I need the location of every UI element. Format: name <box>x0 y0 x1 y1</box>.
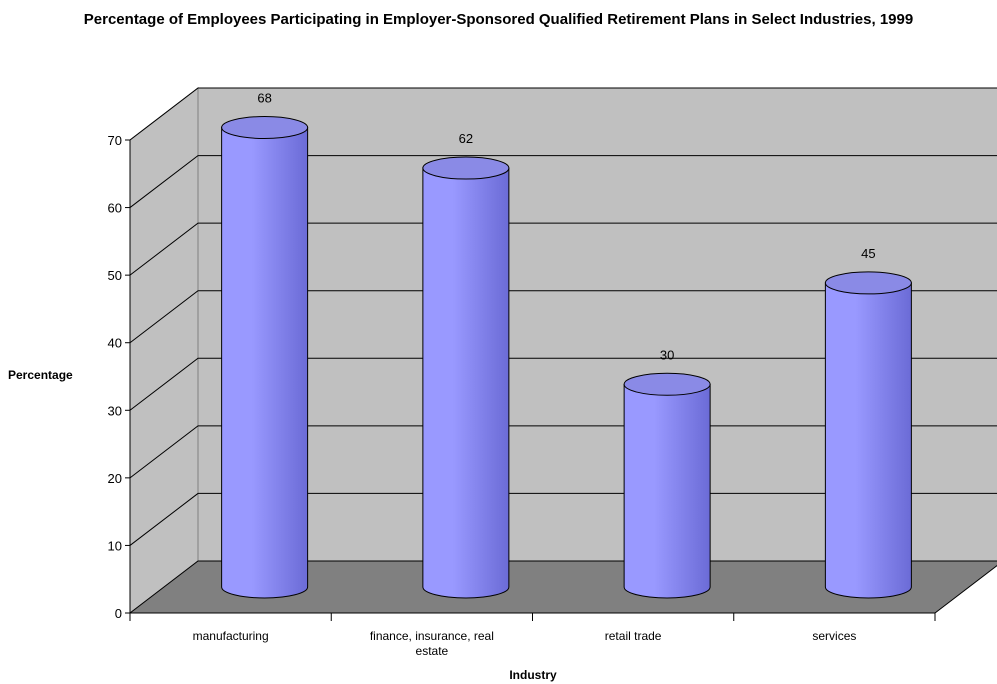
gridline <box>129 155 997 208</box>
y-tick-label: 50 <box>108 268 122 283</box>
gridlines <box>129 87 997 546</box>
chart-walls <box>128 86 997 615</box>
side-wall <box>129 86 199 615</box>
bar <box>623 372 711 599</box>
y-tick-label: 20 <box>108 471 122 486</box>
bar <box>824 271 912 599</box>
chart-title: Percentage of Employees Participating in… <box>83 11 914 28</box>
y-tick-label: 60 <box>108 201 122 216</box>
x-tick-label-line: manufacturing <box>193 629 269 643</box>
y-tick-label: 70 <box>108 133 122 148</box>
x-tick-label: services <box>812 629 856 643</box>
bar-body <box>623 383 711 599</box>
data-label: 62 <box>459 131 473 146</box>
x-tick-label: manufacturing <box>193 629 269 643</box>
bar <box>422 156 510 599</box>
x-tick-label-line: finance, insurance, real <box>370 629 494 643</box>
bar-top <box>623 372 711 396</box>
x-tick-label-line: retail trade <box>605 629 662 643</box>
data-label: 68 <box>257 91 271 106</box>
data-label: 45 <box>861 246 875 261</box>
bar-top <box>221 116 309 140</box>
gridline <box>129 492 997 546</box>
bar-top <box>824 271 912 295</box>
y-axis-label: Percentage <box>8 368 73 382</box>
y-tick-label: 0 <box>115 606 122 621</box>
bar <box>221 116 309 599</box>
y-tick-label: 10 <box>108 538 122 553</box>
bar-body <box>221 127 309 599</box>
x-tick-label: finance, insurance, real estate <box>370 629 494 658</box>
x-tick-label-line: estate <box>416 644 449 658</box>
y-tick-label: 30 <box>108 403 122 418</box>
bar-body <box>422 167 510 599</box>
gridline <box>129 425 997 479</box>
y-tick-label: 40 <box>108 336 122 351</box>
labels: 68 62 30 45 manufacturing finance, insurance,… <box>193 91 876 658</box>
gridline <box>129 87 997 141</box>
x-axis-label: Industry <box>509 668 557 682</box>
gridline <box>129 290 997 344</box>
x-tick-label-line: services <box>812 629 856 643</box>
bar-top <box>422 156 510 180</box>
data-label: 30 <box>660 347 674 362</box>
x-tick-label: retail trade <box>605 629 662 643</box>
axes: 0 10 20 30 40 50 60 70 <box>108 133 936 621</box>
bars <box>221 116 912 599</box>
bar-body <box>824 282 912 599</box>
gridline <box>129 357 997 411</box>
gridline <box>129 222 997 276</box>
